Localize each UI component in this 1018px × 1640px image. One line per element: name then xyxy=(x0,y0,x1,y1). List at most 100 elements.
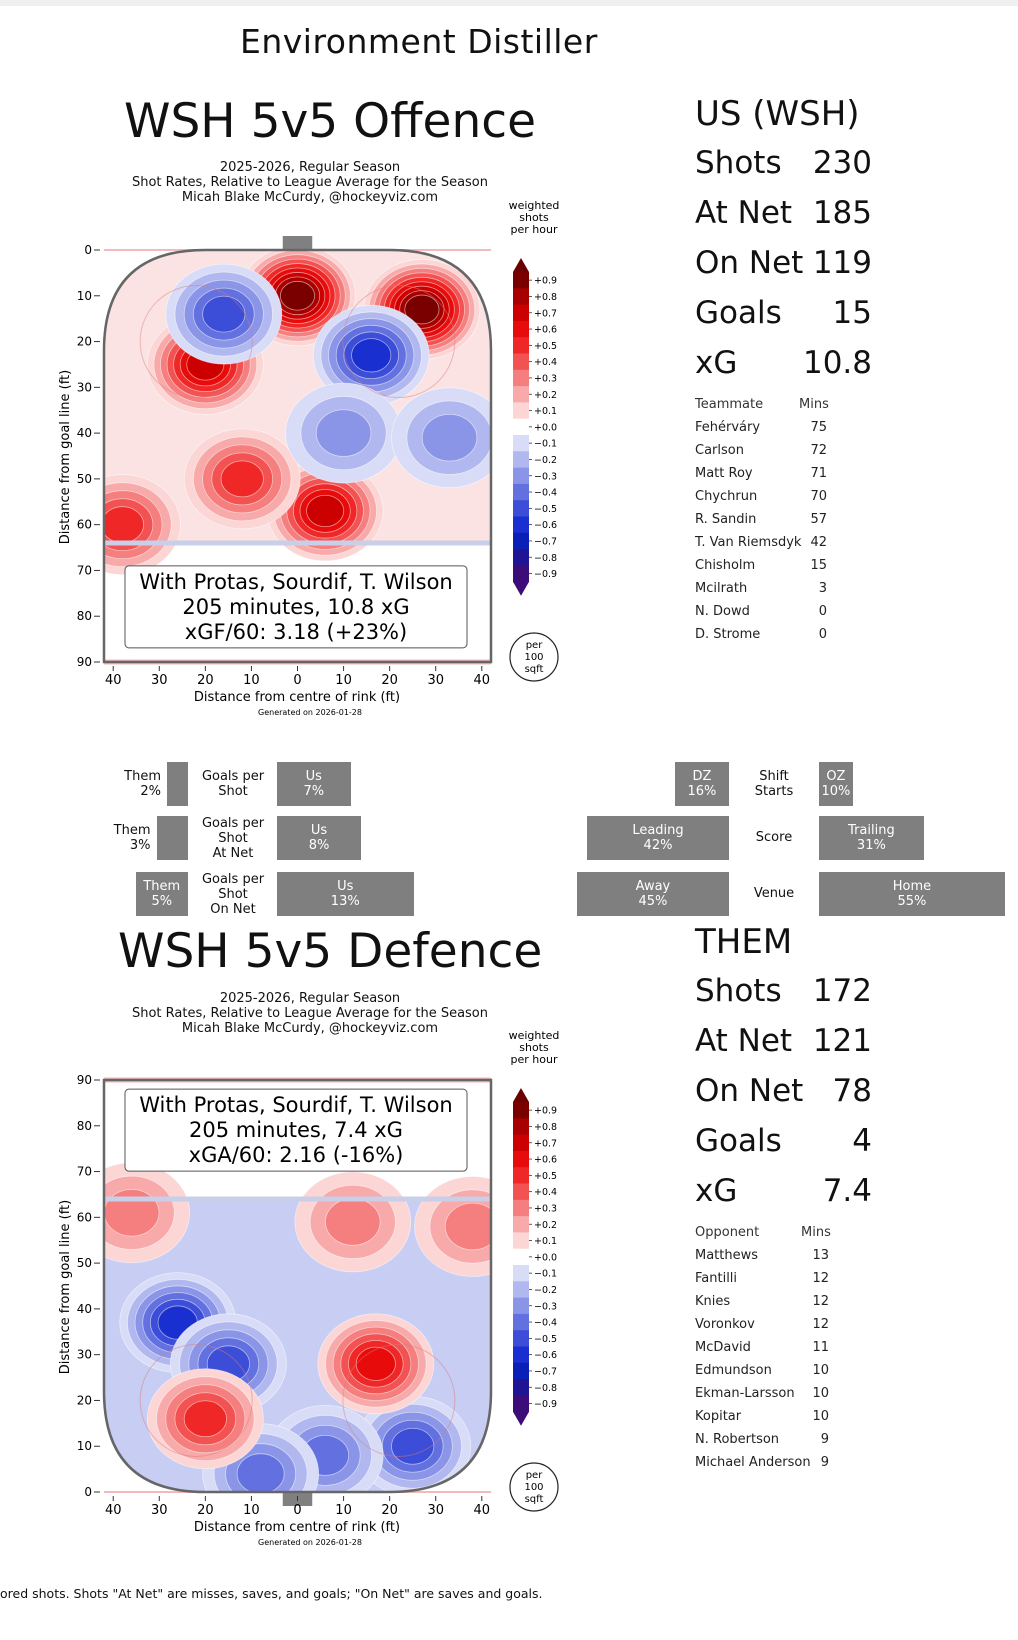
context-bar-label-line: Score xyxy=(755,830,793,845)
table-row-mins: 71 xyxy=(810,466,827,481)
colorbar-tick-label: +0.5 xyxy=(534,1171,557,1182)
table-row-mins: 11 xyxy=(812,1340,829,1355)
context-bar-label-line: Venue xyxy=(753,886,795,901)
mins-header: Mins xyxy=(799,397,829,412)
table-row-mins: 0 xyxy=(818,604,827,619)
context-right-bar-text: 55% xyxy=(897,894,927,909)
table-row-name: R. Sandin xyxy=(695,512,757,527)
context-left-bar: Away 45% xyxy=(576,872,729,916)
colorbar-swatch xyxy=(513,516,529,534)
goal-bar-label-line: Goals per xyxy=(201,769,265,784)
offence-subtitle: 2025-2026, Regular Season Shot Rates, Re… xyxy=(110,160,510,205)
us-header: US (WSH) xyxy=(695,94,860,134)
y-tick-label: 40 xyxy=(77,426,92,440)
legend-header: per hour xyxy=(511,223,558,236)
legend-header: weighted xyxy=(509,1030,560,1042)
context-bar-label-line: Shift xyxy=(759,769,789,784)
us-bar: Us 13% xyxy=(277,872,414,916)
stat-value: 119 xyxy=(812,245,872,281)
y-tick-label: 70 xyxy=(77,563,92,577)
heatmap-hotspot xyxy=(285,382,402,484)
colorbar-tick-label: −0.7 xyxy=(534,1366,557,1377)
stat-label: On Net xyxy=(695,245,804,281)
stat-label: Goals xyxy=(695,1123,782,1159)
table-row-name: T. Van Riemsdyk xyxy=(695,535,802,550)
stat-value: 78 xyxy=(832,1073,872,1109)
colorbar-swatch xyxy=(513,1216,529,1233)
legend-header: shots xyxy=(519,211,549,224)
them-bar-caption: Them 3% xyxy=(87,823,151,853)
colorbar-swatch xyxy=(513,1395,529,1413)
colorbar-tick-label: +0.1 xyxy=(534,406,557,417)
colorbar-swatch xyxy=(513,1313,529,1331)
colorbar-tick-label: +0.3 xyxy=(534,373,557,384)
units-text: sqft xyxy=(525,664,544,675)
stat-label: Goals xyxy=(695,295,782,331)
table-row-name: Voronkov xyxy=(695,1317,755,1332)
colorbar-tick-label: +0.4 xyxy=(534,357,557,368)
them-header: THEM xyxy=(695,922,793,962)
table-row-name: Chisholm xyxy=(695,558,756,573)
context-left-bar: Leading 42% xyxy=(587,816,729,860)
x-tick-label: 0 xyxy=(293,673,301,688)
colorbar-tick-label: +0.8 xyxy=(534,292,557,303)
us-bar-text: Us xyxy=(305,769,322,784)
table-row-name: N. Dowd xyxy=(695,604,750,619)
colorbar-swatch xyxy=(513,320,529,338)
them-bar-text: 5% xyxy=(151,894,173,909)
colorbar-tick-label: −0.4 xyxy=(534,1318,557,1329)
us-bar-text: 8% xyxy=(308,838,330,853)
us-bar: Us 7% xyxy=(277,762,351,806)
colorbar-swatch xyxy=(513,272,529,289)
them-bar-caption-line: 3% xyxy=(129,838,151,853)
colorbar-tick-label: −0.9 xyxy=(534,569,557,580)
goal-bar-label-line: Shot xyxy=(218,831,248,846)
x-tick-label: 30 xyxy=(427,673,444,688)
legend-header: weighted xyxy=(509,200,560,212)
context-left-bar-text: Away xyxy=(635,879,671,894)
table-row-name: Matt Roy xyxy=(695,466,753,481)
colorbar-swatch xyxy=(513,1232,529,1250)
table-row-mins: 15 xyxy=(810,558,827,573)
colorbar-swatch xyxy=(513,467,529,485)
heatmap-hotspot xyxy=(317,1313,435,1415)
stat-label: Shots xyxy=(695,145,782,181)
colorbar-tick-label: −0.3 xyxy=(534,1301,557,1312)
colorbar-tick-label: +0.7 xyxy=(534,308,557,319)
table-row-name: Ekman-Larsson xyxy=(695,1386,795,1401)
table-row-mins: 70 xyxy=(810,489,827,504)
colorbar-tick-label: −0.6 xyxy=(534,1350,557,1361)
them-bar: Them 5% xyxy=(135,872,188,916)
x-tick-label: 10 xyxy=(335,673,352,688)
x-tick-label: 40 xyxy=(474,673,491,688)
context-right-bar-text: 10% xyxy=(821,784,851,799)
table-row-name: Carlson xyxy=(695,443,744,458)
y-tick-label: 20 xyxy=(77,335,92,349)
colorbar-swatch xyxy=(513,1199,529,1217)
stat-label: xG xyxy=(695,345,738,381)
table-row-name: Mcilrath xyxy=(695,581,748,596)
colorbar-tick-label: +0.6 xyxy=(534,325,557,336)
x-tick-label: 20 xyxy=(381,1503,398,1518)
y-tick-label: 90 xyxy=(77,1073,92,1087)
table-row-name: McDavid xyxy=(695,1340,751,1355)
goal-bar-label: Goals per Shot On Net xyxy=(195,872,271,917)
colorbar-cap-top xyxy=(513,258,529,272)
contour-level xyxy=(104,506,145,544)
colorbar-swatch xyxy=(513,1248,529,1266)
colorbar-swatch xyxy=(513,1379,529,1396)
heatmap-hotspot xyxy=(312,304,430,406)
us-bar-text: Us xyxy=(337,879,354,894)
y-tick-label: 80 xyxy=(77,609,92,623)
context-right-bar-text: Trailing xyxy=(848,823,895,838)
summary-line: With Protas, Sourdif, T. Wilson xyxy=(139,570,452,594)
colorbar-tick-label: −0.2 xyxy=(534,1285,557,1296)
goal-bar-label-line: Shot xyxy=(218,784,248,799)
colorbar-tick-label: −0.8 xyxy=(534,1383,557,1394)
table-row-name: Fantilli xyxy=(695,1271,738,1286)
table-row-mins: 13 xyxy=(812,1248,829,1263)
x-axis-label: Distance from centre of rink (ft) xyxy=(194,1520,400,1535)
colorbar-swatch xyxy=(513,402,529,420)
stat-value: 172 xyxy=(812,973,872,1009)
colorbar-swatch xyxy=(513,1183,529,1201)
